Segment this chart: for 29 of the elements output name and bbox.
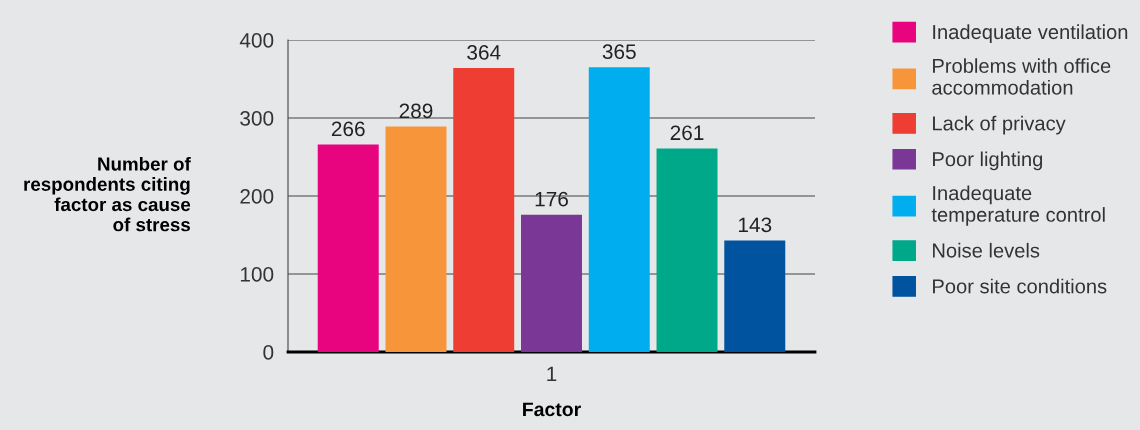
data-label: 365: [602, 44, 636, 60]
legend-label: Lack of privacy: [933, 115, 1066, 135]
data-label: 289: [399, 103, 433, 119]
bar: [317, 144, 379, 352]
bar: [656, 148, 718, 352]
y-tick-label: 0: [263, 345, 274, 360]
bar: [385, 126, 447, 352]
legend-label: Noise levels: [933, 242, 1040, 258]
legend-label: Inadequate ventilation: [933, 24, 1128, 44]
data-label: 143: [738, 217, 772, 233]
legend-label: Problems with office accommodation: [932, 58, 1111, 95]
y-tick-label: 200: [240, 189, 274, 204]
y-axis-title: Number of respondents citing factor as cause of stress: [24, 156, 191, 232]
x-tick-label: 1: [547, 366, 557, 381]
data-label: 176: [535, 191, 568, 207]
x-axis-title: Factor: [523, 402, 581, 417]
bar: [521, 214, 582, 352]
data-label: 266: [331, 121, 365, 137]
y-tick-label: 400: [239, 33, 274, 48]
data-label: 364: [467, 45, 501, 60]
bar: [724, 240, 786, 352]
bar: [588, 67, 650, 352]
legend-label: Poor site conditions: [933, 278, 1107, 294]
bar: [453, 68, 515, 352]
data-label: 261: [670, 125, 704, 141]
y-tick-label: 300: [240, 111, 274, 126]
y-tick-label: 100: [240, 267, 274, 282]
legend-label: Poor lighting: [933, 151, 1043, 171]
legend-label: Inadequate temperature control: [931, 185, 1105, 226]
